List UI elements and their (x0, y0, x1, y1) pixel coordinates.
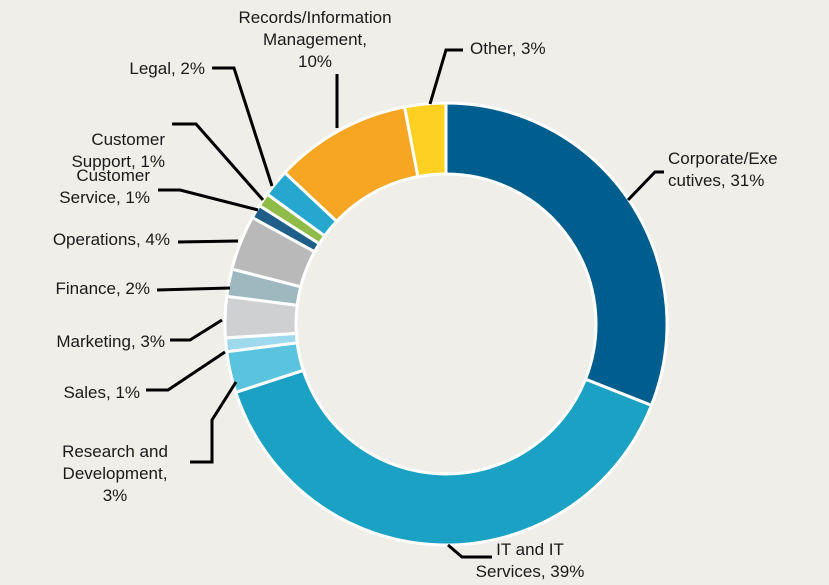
data-label: Records/Information Management, 10% (238, 8, 391, 71)
slice (402, 101, 448, 179)
data-label: Other, 3% (470, 39, 546, 58)
data-label: Customer Support, 1% (71, 130, 165, 171)
leader-line (170, 318, 223, 342)
leader-line (626, 170, 664, 202)
leader-line (190, 381, 238, 464)
data-label: Legal, 2% (129, 59, 205, 78)
data-label: Customer Service, 1% (59, 166, 150, 207)
leader-line (172, 122, 265, 201)
leader-line (158, 188, 259, 212)
leader-line (146, 350, 226, 392)
slice (444, 101, 669, 408)
leader-line (212, 66, 274, 187)
leader-line (447, 543, 492, 559)
leader-line (177, 239, 239, 244)
slice (233, 368, 654, 547)
data-label: IT and IT Services, 39% (476, 540, 585, 581)
data-label: Research and Development, 3% (62, 442, 168, 505)
data-label: Operations, 4% (53, 230, 170, 249)
leader-line (156, 286, 231, 292)
data-label: Marketing, 3% (56, 332, 165, 351)
leader-line (428, 48, 463, 105)
data-label: Finance, 2% (56, 279, 151, 298)
data-label: Corporate/Exe cutives, 31% (668, 149, 778, 190)
data-label: Sales, 1% (63, 383, 140, 402)
